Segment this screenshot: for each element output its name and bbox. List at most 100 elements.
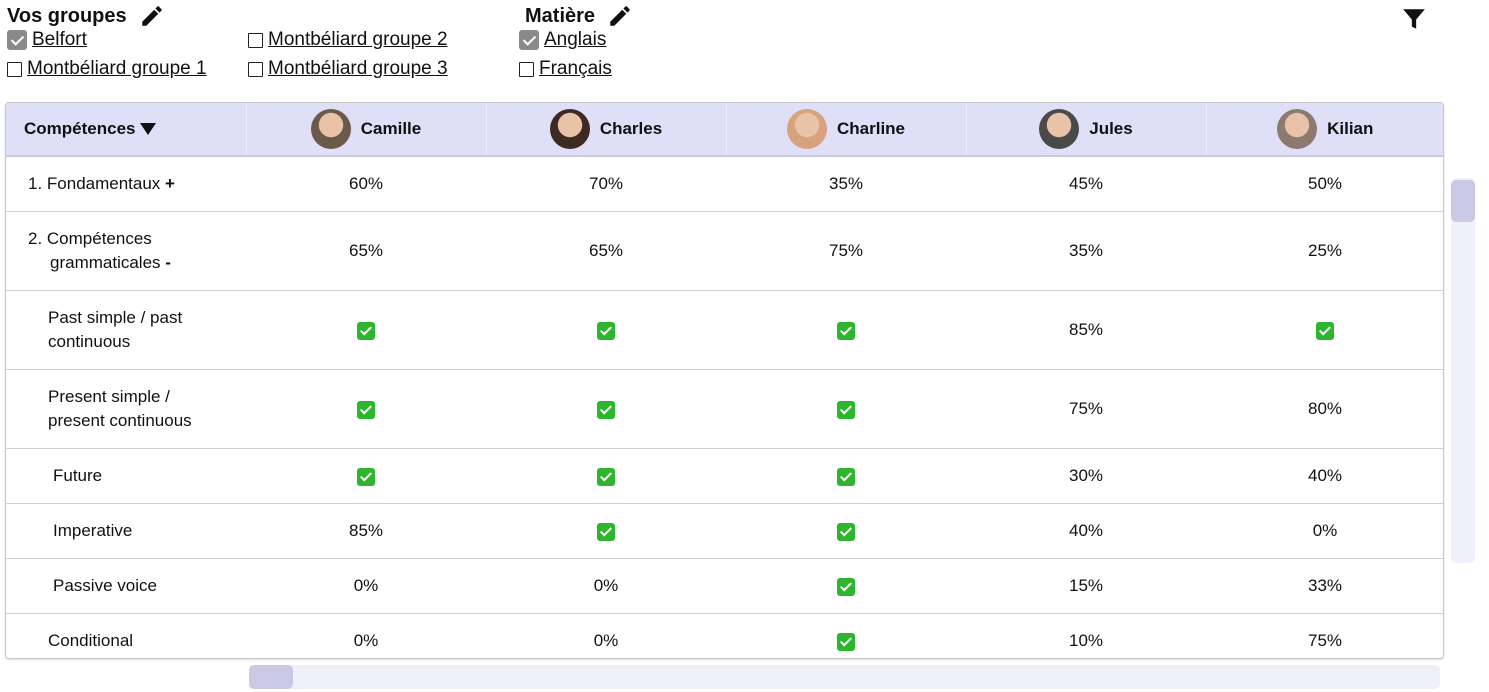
skill-row: 2. Compétences grammaticales - 65% 65% 75% 3… bbox=[6, 211, 1443, 291]
table-head: Compétences Camille Charles Charline Jules Ki… bbox=[6, 103, 1443, 157]
score-cell: 30% bbox=[966, 448, 1206, 504]
checkbox-option[interactable]: Montbéliard groupe 1 bbox=[7, 57, 207, 81]
skill-label-cell: Imperative bbox=[6, 503, 246, 559]
student: Camille bbox=[247, 109, 486, 149]
score-cell: ✅ bbox=[486, 448, 726, 504]
score-cell: 50% bbox=[1206, 156, 1443, 212]
score-cell: ✅ bbox=[726, 369, 966, 449]
score: 0% bbox=[353, 631, 379, 650]
student-header: Jules bbox=[965, 103, 1206, 157]
skill-row: Future ✅ ✅ ✅ 30% 40% bbox=[6, 448, 1443, 504]
student-header: Camille bbox=[245, 103, 486, 157]
student-name: Charles bbox=[599, 119, 663, 138]
skill-row: Present simple / present continuous ✅ ✅ ✅ 75… bbox=[6, 369, 1443, 449]
avatar bbox=[786, 109, 827, 149]
score: 70% bbox=[588, 174, 624, 193]
checkbox-option[interactable]: Montbéliard groupe 3 bbox=[248, 57, 448, 81]
filter-button[interactable] bbox=[1400, 6, 1428, 32]
score: 40% bbox=[1307, 466, 1343, 485]
student-header: Kilian bbox=[1205, 103, 1443, 157]
skill-label: Imperative bbox=[53, 519, 228, 543]
expand-toggle[interactable]: - bbox=[165, 253, 171, 272]
checkbox-unchecked[interactable] bbox=[248, 32, 263, 48]
checkbox-unchecked[interactable] bbox=[248, 61, 263, 77]
score: 65% bbox=[588, 241, 624, 260]
edit-subject[interactable] bbox=[607, 3, 633, 29]
checkbox-unchecked[interactable] bbox=[519, 61, 534, 77]
student: Jules bbox=[967, 109, 1206, 149]
sort-arrow[interactable] bbox=[139, 122, 157, 136]
skill-label-cell: Future bbox=[6, 448, 246, 504]
skill-label-cell: Passive voice bbox=[6, 558, 246, 614]
score-cell: ✅ bbox=[726, 448, 966, 504]
checkbox-option[interactable]: Montbéliard groupe 2 bbox=[248, 28, 448, 52]
sort-header[interactable]: Compétences bbox=[6, 119, 246, 139]
skill-name: 1. Fondamentaux bbox=[28, 174, 161, 193]
horizontal-scroll-thumb[interactable] bbox=[249, 665, 293, 689]
check-icon: ✅ bbox=[357, 467, 375, 486]
option-label[interactable]: Montbéliard groupe 2 bbox=[268, 29, 448, 50]
check-icon: ✅ bbox=[357, 321, 375, 340]
checkbox-option[interactable]: Français bbox=[519, 57, 612, 81]
score-cell: ✅ bbox=[246, 448, 486, 504]
check-icon: ✅ bbox=[597, 522, 615, 541]
skill-row: Passive voice 0% 0% ✅ 15% 33% bbox=[6, 558, 1443, 614]
skills-table: Compétences Camille Charles Charline Jules Ki… bbox=[6, 103, 1443, 658]
score-cell: 85% bbox=[966, 290, 1206, 370]
checkbox-option[interactable]: Anglais bbox=[519, 28, 606, 52]
skill-label-cell: 2. Compétences grammaticales - bbox=[6, 211, 246, 291]
check-icon: ✅ bbox=[1316, 321, 1334, 340]
score-cell: 65% bbox=[246, 211, 486, 291]
checkbox-option[interactable]: Belfort bbox=[7, 28, 87, 52]
edit-groups[interactable] bbox=[139, 3, 165, 29]
option-label[interactable]: Anglais bbox=[544, 29, 607, 50]
avatar bbox=[549, 109, 590, 149]
skill-label: 1. Fondamentaux + bbox=[28, 172, 225, 196]
score: 75% bbox=[1068, 399, 1104, 418]
check-icon: ✅ bbox=[357, 400, 375, 419]
score: 15% bbox=[1068, 576, 1104, 595]
score-cell: 75% bbox=[966, 369, 1206, 449]
skill-name: Past simple / past continuous bbox=[48, 308, 183, 351]
score: 0% bbox=[593, 576, 619, 595]
vertical-scroll-thumb[interactable] bbox=[1451, 180, 1475, 222]
option-label[interactable]: Français bbox=[539, 58, 612, 79]
score: 0% bbox=[593, 631, 619, 650]
score-cell: 0% bbox=[486, 558, 726, 614]
header-row: Compétences Camille Charles Charline Jules Ki… bbox=[6, 103, 1443, 157]
checkbox-checked[interactable] bbox=[519, 30, 539, 50]
student-name: Kilian bbox=[1327, 119, 1374, 138]
groups-heading: Vos groupes bbox=[7, 4, 165, 28]
checkbox-checked[interactable] bbox=[7, 30, 27, 50]
score: 25% bbox=[1307, 241, 1343, 260]
option-label[interactable]: Montbéliard groupe 1 bbox=[27, 58, 207, 79]
skill-row: Imperative 85% ✅ ✅ 40% 0% bbox=[6, 503, 1443, 559]
score-cell: 75% bbox=[726, 211, 966, 291]
skill-name: Passive voice bbox=[53, 576, 157, 595]
check-icon: ✅ bbox=[837, 321, 855, 340]
skill-name: Present simple / present continuous bbox=[48, 387, 192, 430]
score-cell: 85% bbox=[246, 503, 486, 559]
score-cell: 10% bbox=[966, 613, 1206, 658]
groups-filter: Vos groupes Belfort Montbéliard groupe 1 M… bbox=[7, 4, 448, 79]
student-name: Charline bbox=[836, 119, 906, 138]
option-label[interactable]: Belfort bbox=[32, 29, 87, 50]
expand-toggle[interactable]: + bbox=[165, 174, 175, 193]
student: Charline bbox=[727, 109, 966, 149]
score-cell: ✅ bbox=[486, 503, 726, 559]
checkbox-unchecked[interactable] bbox=[7, 61, 22, 77]
column-header[interactable]: Compétences bbox=[6, 103, 246, 157]
score: 85% bbox=[348, 521, 384, 540]
table-body: 1. Fondamentaux +60% 70% 35% 45% 50% 2. Compé… bbox=[6, 156, 1443, 658]
score-cell: 25% bbox=[1206, 211, 1443, 291]
check-icon: ✅ bbox=[837, 522, 855, 541]
skill-row: 1. Fondamentaux +60% 70% 35% 45% 50% bbox=[6, 156, 1443, 212]
skill-label-cell: Present simple / present continuous bbox=[6, 369, 246, 449]
check-icon: ✅ bbox=[837, 467, 855, 486]
check-icon: ✅ bbox=[837, 632, 855, 651]
skill-row: Past simple / past continuous ✅ ✅ ✅ 85% ✅ bbox=[6, 290, 1443, 370]
header-label[interactable]: Compétences bbox=[24, 119, 136, 138]
score-cell: 65% bbox=[486, 211, 726, 291]
option-label[interactable]: Montbéliard groupe 3 bbox=[268, 58, 448, 79]
